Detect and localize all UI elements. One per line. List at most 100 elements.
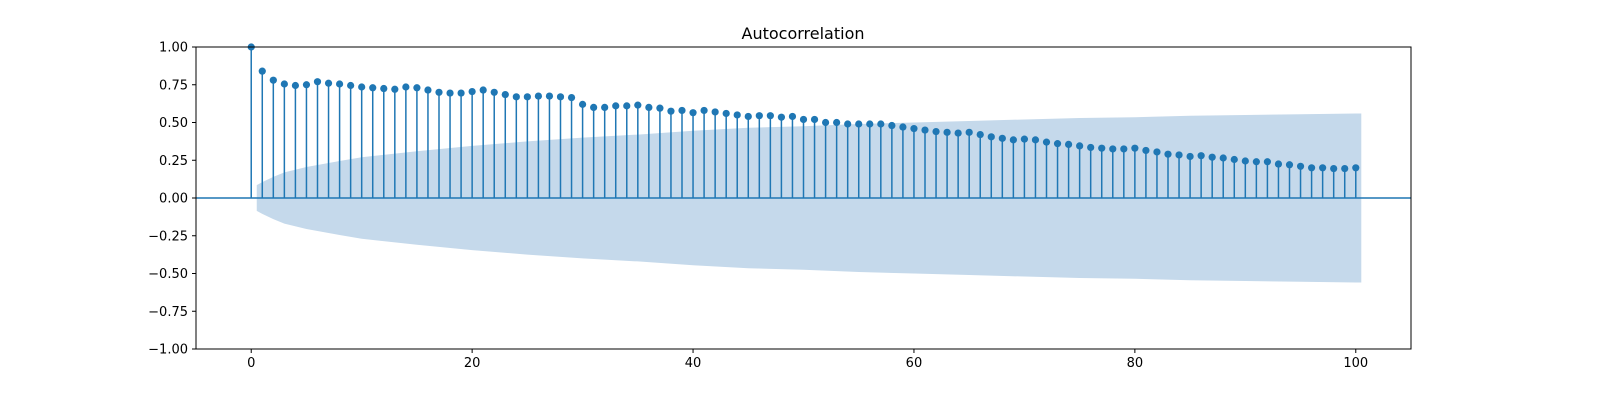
marker-lag-27 — [545, 92, 554, 100]
y-tick-label-0: −1.00 — [148, 343, 188, 358]
marker-lag-18 — [446, 89, 454, 97]
marker-lag-65 — [965, 128, 973, 136]
marker-lag-44 — [733, 111, 741, 119]
marker-lag-12 — [380, 84, 388, 93]
y-tick-label-5: 0.25 — [159, 154, 188, 169]
marker-lag-24 — [512, 93, 520, 101]
marker-lag-46 — [755, 112, 763, 120]
marker-lag-52 — [821, 118, 830, 127]
marker-lag-8 — [335, 80, 344, 88]
marker-lag-94 — [1285, 161, 1294, 169]
chart-title: Autocorrelation — [742, 24, 865, 43]
y-tick-label-1: −0.75 — [148, 305, 188, 320]
marker-lag-93 — [1274, 160, 1283, 168]
marker-lag-75 — [1076, 142, 1084, 150]
marker-lag-50 — [799, 115, 808, 124]
markers-layer — [247, 43, 1360, 173]
marker-lag-35 — [634, 101, 642, 109]
y-tick-label-3: −0.25 — [148, 229, 188, 244]
marker-lag-55 — [855, 120, 863, 128]
marker-lag-64 — [954, 129, 962, 137]
x-tick-label-60: 60 — [906, 356, 923, 371]
y-tick-label-7: 0.75 — [159, 78, 188, 93]
marker-lag-74 — [1064, 140, 1073, 148]
marker-lag-25 — [523, 93, 531, 101]
marker-lag-32 — [601, 103, 609, 111]
marker-lag-78 — [1109, 145, 1117, 153]
marker-lag-48 — [777, 113, 786, 121]
marker-lag-82 — [1153, 148, 1161, 156]
marker-lag-45 — [744, 112, 752, 121]
marker-lag-21 — [479, 86, 487, 94]
marker-lag-88 — [1219, 154, 1227, 162]
marker-lag-76 — [1087, 143, 1095, 152]
marker-lag-9 — [347, 81, 355, 90]
marker-lag-42 — [711, 108, 719, 116]
x-axis-ticks: 0 20 40 60 80 100 — [247, 349, 1368, 371]
marker-lag-28 — [556, 93, 565, 101]
marker-lag-89 — [1230, 155, 1238, 164]
marker-lag-3 — [280, 80, 288, 88]
x-tick-label-80: 80 — [1127, 356, 1144, 371]
marker-lag-5 — [302, 81, 311, 89]
marker-lag-70 — [1020, 135, 1029, 143]
marker-lag-84 — [1175, 151, 1183, 159]
marker-lag-40 — [689, 109, 697, 117]
marker-lag-2 — [269, 76, 277, 84]
marker-lag-1 — [258, 67, 266, 75]
marker-lag-85 — [1186, 152, 1194, 161]
marker-lag-26 — [534, 92, 543, 100]
marker-lag-96 — [1307, 164, 1316, 172]
marker-lag-83 — [1164, 150, 1172, 158]
marker-lag-77 — [1098, 144, 1106, 152]
marker-lag-69 — [1009, 136, 1017, 144]
marker-lag-63 — [943, 128, 951, 136]
marker-lag-34 — [623, 102, 631, 110]
marker-lag-17 — [435, 88, 443, 96]
marker-lag-51 — [810, 115, 819, 124]
marker-lag-73 — [1053, 140, 1062, 148]
y-axis-ticks: −1.00 −0.75 −0.50 −0.25 0.00 0.25 0.50 0.75 1.00 — [148, 41, 196, 358]
marker-lag-56 — [866, 120, 874, 128]
marker-lag-60 — [910, 124, 918, 133]
marker-lag-98 — [1330, 164, 1338, 173]
marker-lag-29 — [567, 93, 576, 102]
marker-lag-99 — [1341, 164, 1349, 173]
marker-lag-92 — [1263, 158, 1272, 166]
marker-lag-37 — [656, 104, 664, 112]
marker-lag-80 — [1131, 144, 1139, 152]
marker-lag-30 — [578, 100, 587, 108]
marker-lag-59 — [899, 123, 907, 131]
marker-lag-20 — [468, 87, 476, 96]
marker-lag-67 — [987, 133, 995, 141]
marker-lag-53 — [833, 118, 841, 127]
marker-lag-100 — [1352, 164, 1360, 172]
marker-lag-49 — [788, 112, 797, 121]
marker-lag-57 — [877, 120, 885, 128]
marker-lag-10 — [358, 83, 366, 91]
x-tick-label-0: 0 — [247, 356, 255, 371]
marker-lag-97 — [1319, 164, 1327, 172]
marker-lag-33 — [612, 102, 620, 110]
marker-lag-16 — [424, 86, 432, 94]
marker-lag-23 — [501, 90, 509, 99]
marker-lag-58 — [888, 121, 896, 130]
marker-lag-14 — [402, 83, 410, 91]
marker-lag-87 — [1208, 153, 1216, 161]
marker-lag-72 — [1042, 138, 1051, 146]
marker-lag-4 — [291, 81, 300, 90]
marker-lag-11 — [369, 84, 377, 92]
marker-lag-61 — [921, 126, 929, 134]
marker-lag-86 — [1197, 152, 1205, 160]
marker-lag-81 — [1142, 146, 1150, 155]
marker-lag-62 — [932, 127, 940, 136]
marker-lag-7 — [324, 79, 333, 87]
y-tick-label-4: 0.00 — [159, 192, 188, 207]
marker-lag-43 — [722, 109, 730, 118]
x-tick-label-20: 20 — [464, 356, 481, 371]
marker-lag-38 — [667, 107, 675, 115]
marker-lag-47 — [766, 112, 774, 120]
marker-lag-66 — [976, 130, 984, 139]
